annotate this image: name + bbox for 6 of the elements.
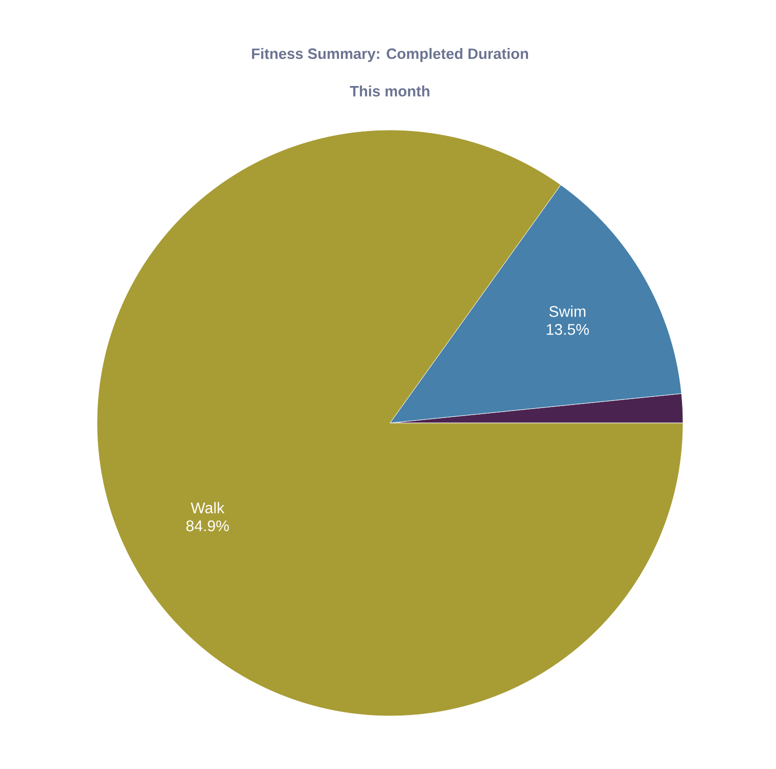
slice-label: Walk (190, 502, 224, 514)
chart-subtitle: This month (350, 86, 430, 96)
slice-label: Swim (549, 306, 586, 317)
data-label: 84.9% (186, 520, 229, 532)
chart-title: Fitness Summary: Completed Duration (252, 48, 528, 62)
data-label: 13.5% (546, 324, 589, 335)
